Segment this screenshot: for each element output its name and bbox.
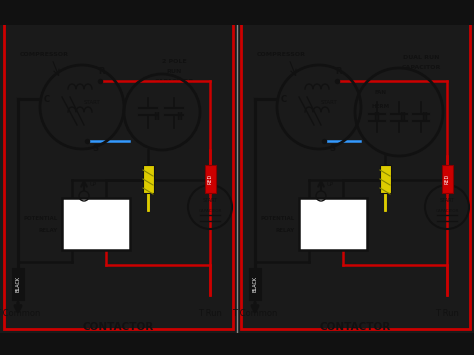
Text: COMPRESSOR: COMPRESSOR: [257, 52, 306, 57]
Bar: [4, 21, 233, 329]
Text: S: S: [329, 144, 335, 153]
Text: COMPRESSOR: COMPRESSOR: [20, 52, 69, 57]
Text: DUAL RUN CAPACITOR: DUAL RUN CAPACITOR: [273, 9, 438, 22]
Text: START: START: [202, 198, 218, 203]
Text: T Common: T Common: [232, 308, 278, 317]
Text: HERM: HERM: [372, 104, 390, 109]
Text: |5: |5: [303, 204, 315, 215]
Bar: [0, 0, 474, 25]
Text: R: R: [336, 67, 342, 76]
Text: RELAY: RELAY: [39, 228, 58, 233]
Text: FAN: FAN: [375, 89, 387, 94]
Bar: [241, 21, 470, 329]
Bar: [249, 268, 261, 300]
Text: CAPACITOR: CAPACITOR: [155, 79, 194, 84]
Text: C: C: [281, 94, 287, 104]
Text: RUN: RUN: [166, 69, 182, 74]
Text: II: II: [400, 112, 407, 122]
Text: 2|: 2|: [100, 204, 112, 215]
Text: START: START: [83, 99, 100, 104]
Text: II: II: [154, 112, 161, 122]
Text: RED: RED: [445, 174, 449, 184]
Text: CAPACITOR: CAPACITOR: [198, 209, 222, 213]
Text: 1|: 1|: [100, 230, 112, 241]
Text: CONTACTOR: CONTACTOR: [83, 322, 154, 332]
Bar: [205, 165, 216, 193]
Text: CAPACITOR: CAPACITOR: [401, 65, 441, 70]
Text: BLACK: BLACK: [16, 276, 20, 292]
Text: T Run: T Run: [435, 308, 459, 317]
Bar: [442, 165, 453, 193]
Text: RED: RED: [208, 174, 212, 184]
Text: START: START: [320, 99, 337, 104]
Text: R: R: [99, 67, 105, 76]
Bar: [380, 165, 391, 193]
Text: 2 POLE RUN CAPACITOR: 2 POLE RUN CAPACITOR: [30, 9, 207, 22]
Text: BLACK: BLACK: [253, 276, 257, 292]
Bar: [12, 268, 24, 300]
Text: DUAL RUN: DUAL RUN: [403, 55, 439, 60]
Text: RELAY: RELAY: [276, 228, 295, 233]
Text: II: II: [421, 112, 428, 122]
Text: UP: UP: [90, 182, 97, 187]
Bar: [62, 198, 130, 250]
Text: CAPACITOR: CAPACITOR: [435, 209, 459, 213]
Text: |5: |5: [66, 204, 78, 215]
Bar: [299, 198, 367, 250]
Text: POTENTIAL: POTENTIAL: [261, 215, 295, 220]
Text: II: II: [374, 112, 381, 122]
Text: START: START: [439, 198, 455, 203]
Text: C: C: [44, 94, 50, 104]
Text: T Run: T Run: [198, 308, 222, 317]
Text: CONTACTOR: CONTACTOR: [320, 322, 391, 332]
Text: UP: UP: [327, 182, 334, 187]
Text: 2|: 2|: [337, 204, 349, 215]
Bar: [0, 333, 474, 355]
Bar: [143, 165, 154, 193]
Text: POTENTIAL: POTENTIAL: [24, 215, 58, 220]
Text: 1|: 1|: [337, 230, 349, 241]
Text: 2 POLE: 2 POLE: [162, 59, 186, 64]
Text: T Common: T Common: [0, 308, 41, 317]
Text: II: II: [176, 112, 183, 122]
Text: S: S: [92, 144, 98, 153]
